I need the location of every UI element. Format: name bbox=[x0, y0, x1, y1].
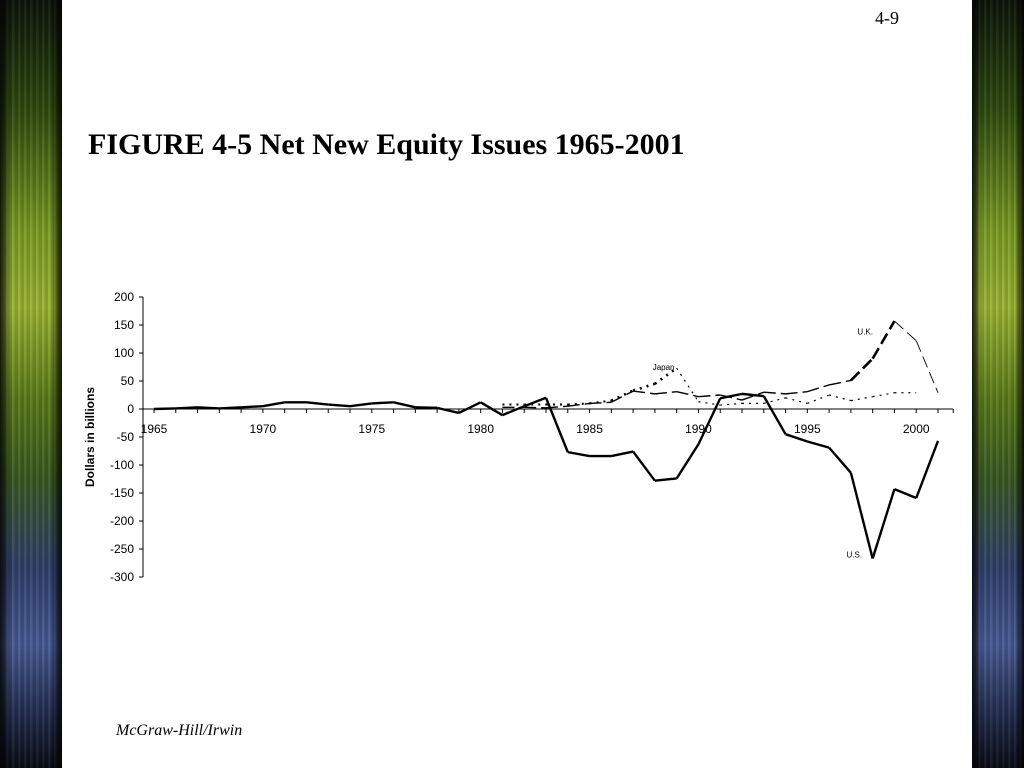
series-annotation: U.K. bbox=[857, 328, 873, 337]
y-tick-label: 0 bbox=[127, 402, 134, 416]
series-segment bbox=[545, 405, 568, 409]
series-annotation: Japan bbox=[653, 363, 675, 372]
series-segment bbox=[328, 403, 351, 408]
series-segment bbox=[762, 395, 787, 435]
x-tick-label: 1985 bbox=[576, 422, 603, 436]
series-segment bbox=[719, 392, 743, 400]
series-segment bbox=[894, 320, 917, 342]
series-segment bbox=[828, 394, 852, 402]
y-tick-label: -100 bbox=[110, 458, 134, 472]
series-segment bbox=[633, 390, 655, 395]
series-segment bbox=[807, 384, 830, 393]
chart-series bbox=[153, 320, 940, 559]
series-segment bbox=[915, 440, 940, 499]
y-tick-label: -50 bbox=[117, 430, 135, 444]
series-segment bbox=[849, 357, 874, 382]
series-segment bbox=[393, 401, 416, 409]
series-segment bbox=[871, 488, 896, 559]
footer-publisher: McGraw-Hill/Irwin bbox=[116, 722, 243, 739]
series-segment bbox=[371, 401, 394, 405]
series-segment bbox=[262, 401, 285, 408]
series-annotation: U.S. bbox=[847, 550, 863, 559]
series-segment bbox=[785, 433, 808, 443]
page-number: 4-9 bbox=[875, 8, 899, 28]
y-tick-label: 50 bbox=[121, 374, 135, 388]
series-segment bbox=[436, 406, 460, 415]
y-tick-label: -300 bbox=[110, 570, 134, 584]
series-segment bbox=[153, 407, 176, 411]
series-segment bbox=[807, 440, 830, 449]
series-segment bbox=[785, 397, 808, 404]
series-segment bbox=[698, 394, 721, 398]
y-tick-label: 150 bbox=[114, 318, 134, 332]
right-decorative-border bbox=[972, 0, 1024, 768]
series-segment bbox=[654, 477, 677, 482]
series-segment bbox=[676, 390, 699, 398]
net-new-equity-chart: 200 150 100 50 0 -50 -100 -150 -200 -250 -300 1965 1… bbox=[83, 290, 954, 584]
series-segment bbox=[785, 390, 808, 395]
series-segment bbox=[611, 390, 634, 403]
series-segment bbox=[871, 320, 896, 360]
chart-annotations: Japan U.K. U.S. bbox=[653, 328, 873, 560]
series-segment bbox=[893, 487, 917, 500]
series-segment bbox=[828, 379, 852, 386]
x-tick-label: 2000 bbox=[903, 422, 930, 436]
series-segment bbox=[654, 367, 678, 385]
series-segment bbox=[676, 367, 699, 403]
series-segment bbox=[720, 394, 743, 401]
series-segment bbox=[306, 401, 329, 406]
series-segment bbox=[828, 446, 852, 474]
series-segment bbox=[632, 450, 656, 482]
series-segment bbox=[741, 392, 764, 398]
series-segment bbox=[458, 401, 482, 414]
series-segment bbox=[349, 402, 372, 408]
series-segment bbox=[175, 406, 198, 410]
x-tick-label: 1975 bbox=[358, 422, 385, 436]
series-segment bbox=[589, 401, 612, 405]
x-tick-label: 1965 bbox=[141, 422, 168, 436]
series-segment bbox=[544, 397, 569, 453]
x-tick-label: 1995 bbox=[794, 422, 821, 436]
series-segment bbox=[219, 406, 242, 410]
series-segment bbox=[654, 390, 677, 395]
x-tick-label: 1970 bbox=[250, 422, 277, 436]
y-tick-label: 200 bbox=[114, 290, 134, 304]
y-tick-label: -150 bbox=[110, 486, 134, 500]
series-segment bbox=[849, 472, 874, 559]
series-segment bbox=[197, 406, 220, 410]
series-segment bbox=[567, 450, 590, 458]
series-segment bbox=[807, 394, 830, 404]
chart-title: FIGURE 4-5 Net New Equity Issues 1965-20… bbox=[88, 128, 685, 161]
series-segment bbox=[241, 405, 263, 409]
series-segment bbox=[872, 392, 895, 398]
series-segment bbox=[611, 450, 634, 458]
y-tick-label: -250 bbox=[110, 542, 134, 556]
y-tick-label: 100 bbox=[114, 346, 134, 360]
series-segment bbox=[697, 397, 722, 445]
series-segment bbox=[741, 391, 765, 401]
x-tick-label: 1980 bbox=[467, 422, 494, 436]
series-segment bbox=[415, 406, 438, 410]
chart-axes: 200 150 100 50 0 -50 -100 -150 -200 -250 -300 1965 1… bbox=[110, 290, 954, 584]
y-tick-label: -200 bbox=[110, 514, 134, 528]
series-segment bbox=[480, 401, 504, 417]
series-segment bbox=[675, 443, 700, 480]
series-segment bbox=[915, 340, 939, 393]
series-segment bbox=[524, 406, 547, 409]
series-segment bbox=[523, 396, 547, 408]
series-segment bbox=[567, 402, 590, 407]
series-segment bbox=[632, 382, 656, 392]
y-axis-label: Dollars in billions bbox=[83, 387, 97, 487]
series-segment bbox=[850, 396, 873, 402]
series-segment bbox=[720, 402, 743, 406]
left-decorative-border bbox=[0, 0, 62, 768]
series-segment bbox=[763, 391, 786, 395]
